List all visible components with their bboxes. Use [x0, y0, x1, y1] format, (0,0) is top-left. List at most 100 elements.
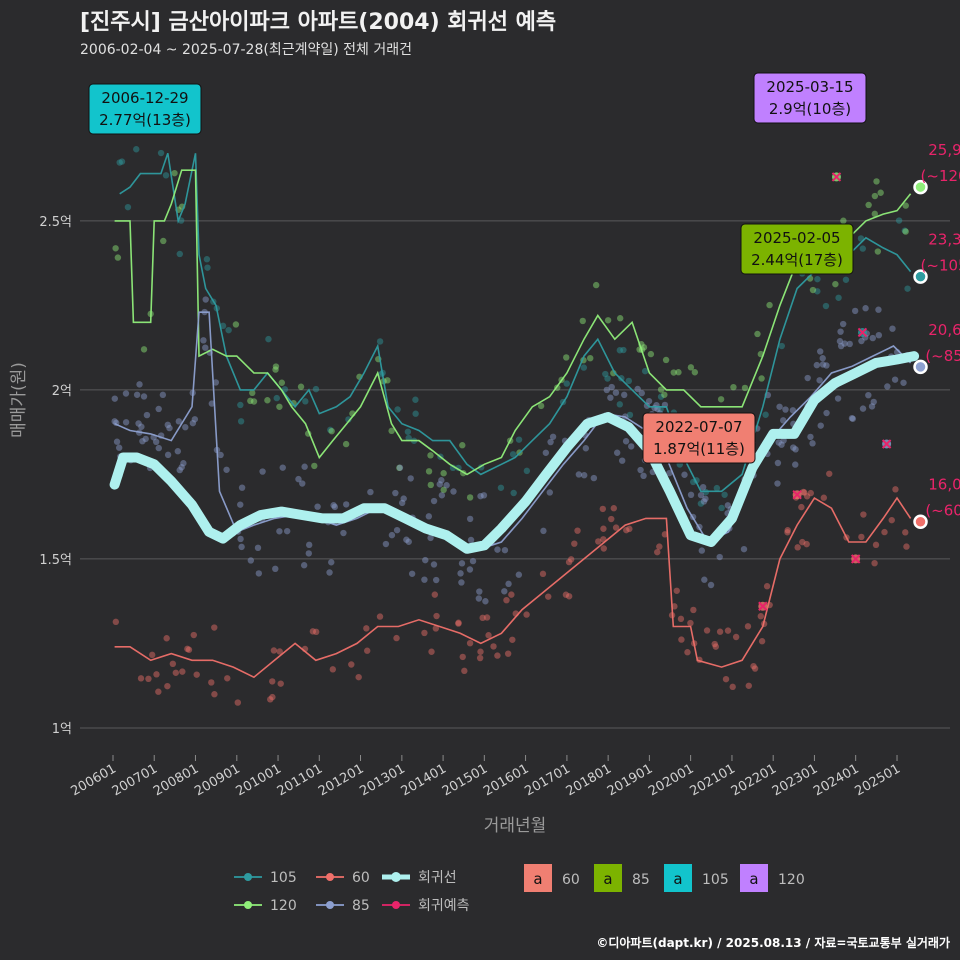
- deal-point: [800, 488, 807, 496]
- deal-point: [392, 489, 399, 497]
- deal-point: [191, 416, 199, 423]
- deal-point: [662, 356, 670, 364]
- deal-point: [816, 377, 823, 384]
- deal-point: [388, 427, 395, 435]
- deal-point: [431, 591, 439, 598]
- deal-point: [873, 178, 880, 185]
- deal-point: [234, 699, 242, 706]
- deal-point: [113, 438, 121, 445]
- deal-point: [842, 276, 850, 283]
- deal-point: [466, 494, 474, 501]
- deal-point: [436, 481, 443, 488]
- deal-point: [480, 492, 488, 499]
- deal-point: [501, 546, 509, 554]
- deal-point: [509, 451, 517, 458]
- deal-point: [135, 420, 142, 427]
- deal-point: [612, 389, 620, 396]
- deal-point: [255, 570, 263, 577]
- deal-point: [272, 363, 280, 370]
- deal-point: [238, 484, 246, 491]
- deal-point: [800, 489, 808, 496]
- end-point-105: [913, 269, 928, 284]
- deal-point: [523, 611, 530, 618]
- deal-point: [741, 384, 749, 392]
- deal-point: [247, 557, 255, 564]
- deal-point: [145, 675, 152, 683]
- deal-point: [326, 569, 333, 576]
- deal-point: [443, 482, 450, 489]
- deal-point: [673, 587, 680, 594]
- deal-point: [575, 471, 583, 478]
- x-axis: 2006012007012008012009012010012011012012…: [68, 755, 903, 799]
- deal-point: [903, 543, 910, 550]
- legend-box-glyph: a: [603, 870, 612, 888]
- deal-point: [427, 452, 434, 459]
- deal-point: [153, 671, 160, 678]
- deal-point: [900, 379, 907, 386]
- deal-point: [858, 533, 865, 541]
- x-tick-label: 202301: [770, 761, 820, 799]
- deal-point: [817, 422, 824, 429]
- deal-point: [508, 591, 515, 598]
- x-tick-label: 202401: [811, 761, 861, 799]
- deal-point: [784, 529, 791, 536]
- x-axis-title: 거래년월: [484, 816, 547, 836]
- deal-point: [699, 483, 707, 491]
- deal-point: [208, 400, 216, 407]
- deal-point: [712, 643, 720, 650]
- deal-point: [869, 334, 876, 342]
- deal-point: [477, 492, 484, 500]
- deal-point: [124, 203, 132, 211]
- series-line-120: [114, 169, 912, 476]
- deal-point: [122, 419, 130, 426]
- legend-label: 회귀선: [418, 870, 457, 886]
- annotation-labels: 2006-12-29 2.77억(13층) 2025-03-15 2.9억(10층) 2…: [88, 72, 867, 464]
- deal-point: [174, 448, 182, 455]
- deal-point: [494, 652, 501, 659]
- deal-point: [176, 466, 183, 474]
- deal-point: [203, 256, 211, 263]
- deal-point: [342, 501, 350, 508]
- deal-point: [364, 647, 371, 654]
- deal-point: [889, 325, 896, 332]
- deal-point: [427, 481, 435, 489]
- deal-point: [421, 576, 428, 583]
- legend-box-swatch: [594, 864, 622, 892]
- deal-point: [666, 469, 673, 477]
- deal-point: [776, 403, 783, 410]
- deal-point: [722, 675, 730, 683]
- deal-point: [312, 385, 320, 393]
- deal-point: [461, 667, 468, 675]
- deal-point: [571, 540, 578, 547]
- deal-point: [681, 471, 688, 478]
- deal-point: [794, 544, 801, 551]
- legend-label: 85: [352, 898, 370, 914]
- deal-point: [272, 565, 279, 573]
- deal-point: [792, 461, 799, 468]
- end-point-85: [913, 359, 928, 375]
- deal-point: [539, 570, 547, 578]
- deal-point: [587, 354, 594, 362]
- deal-point: [143, 411, 151, 419]
- forecast-cross: [792, 489, 802, 500]
- deal-point: [849, 415, 857, 422]
- y-tick-label: 1억: [52, 722, 72, 737]
- deal-point: [888, 516, 895, 524]
- annotation-date: 2006-12-29: [101, 89, 188, 107]
- deal-point: [185, 646, 193, 653]
- deal-point: [459, 653, 466, 661]
- deal-point: [803, 540, 810, 548]
- deal-point: [563, 354, 570, 361]
- deal-point: [754, 330, 761, 338]
- forecast-cross: [850, 554, 861, 564]
- deal-point: [816, 348, 824, 355]
- deal-point: [711, 640, 718, 648]
- chart-title: [진주시] 금산아이파크 아파트(2004) 회귀선 예측: [80, 10, 557, 35]
- deal-point: [836, 338, 844, 345]
- deal-point: [276, 648, 283, 655]
- annotation-date: 2025-02-05: [753, 229, 840, 247]
- deal-point: [237, 501, 244, 508]
- deal-point: [620, 346, 627, 354]
- deal-point: [814, 288, 821, 295]
- deal-point: [745, 682, 752, 689]
